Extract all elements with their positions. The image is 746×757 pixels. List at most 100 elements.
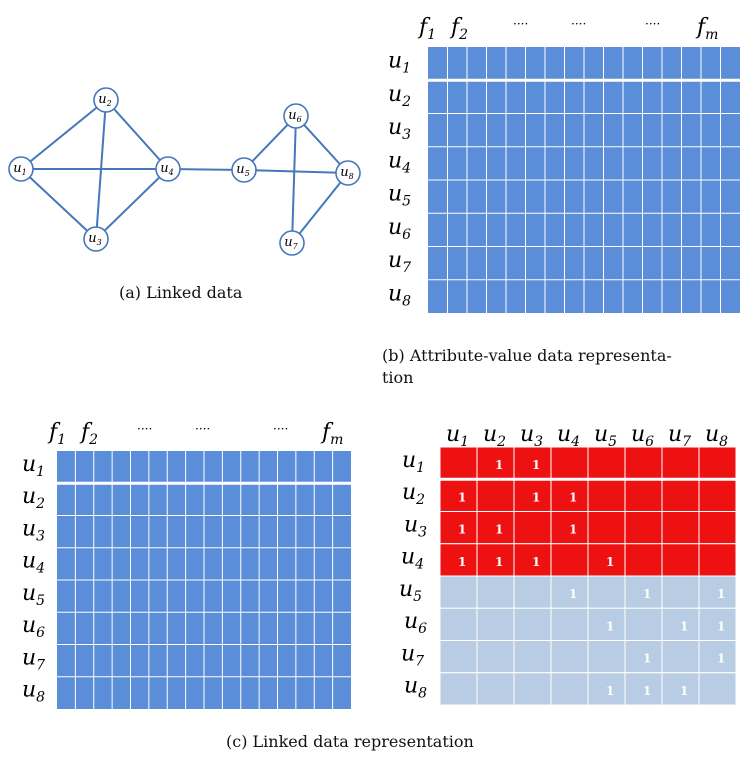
adjacency-cell (513, 640, 552, 674)
attr-row-label-5: u5 (388, 182, 411, 210)
adjacency-row-label-5: u5 (399, 577, 422, 605)
edge-u2-u3 (95, 99, 107, 240)
attribute-value-matrix: u1 u2 u3 u4 u5 u6 u7 u8 f1 f2 ···· ···· ···· fm (388, 15, 740, 313)
adjacency-cell (476, 607, 515, 641)
adjacency-cell (661, 640, 700, 674)
attr-feature-label-5: ···· (645, 17, 660, 31)
adjacency-cell (698, 446, 737, 480)
adjacency-cell-value: 1 (606, 619, 614, 633)
linked-attr-row-label-6: u6 (22, 613, 45, 641)
adjacency-cell (476, 640, 515, 674)
adjacency-cell-value: 1 (569, 523, 577, 537)
adjacency-cell (439, 478, 478, 512)
adjacency-cell-value: 1 (495, 555, 503, 569)
linked-attr-feature-label-1: f1 (47, 420, 66, 448)
edge-u1-u2 (20, 99, 107, 170)
adjacency-cell (624, 511, 663, 545)
adjacency-cell (624, 478, 663, 512)
attr-feature-label-4: ···· (571, 17, 586, 31)
adjacency-cell (698, 511, 737, 545)
caption-linked-data-representation: (c) Linked data representation (226, 732, 474, 751)
adjacency-cell (698, 478, 737, 512)
adjacency-cell (476, 511, 515, 545)
adjacency-col-label-7: u7 (668, 422, 691, 450)
adjacency-cell (439, 446, 478, 480)
adjacency-cell (513, 511, 552, 545)
adjacency-cell (698, 672, 737, 706)
linked-attr-row-label-8: u8 (22, 678, 45, 706)
adjacency-cell (698, 640, 737, 674)
attr-feature-label-1: f1 (417, 15, 436, 43)
node-u7 (279, 230, 305, 256)
adjacency-cell (587, 511, 626, 545)
adjacency-cell (661, 543, 700, 577)
adjacency-cell (624, 607, 663, 641)
linked-attr-row-label-2: u2 (22, 484, 45, 512)
attr-feature-label-6: fm (695, 15, 718, 43)
adjacency-row-label-6: u6 (404, 609, 427, 637)
adjacency-cell-value: 1 (569, 490, 577, 504)
adjacency-cell (661, 478, 700, 512)
adjacency-cell (476, 672, 515, 706)
node-u6 (283, 103, 309, 129)
adjacency-cell (476, 478, 515, 512)
adjacency-cell (476, 446, 515, 480)
adjacency-col-label-5: u5 (594, 422, 617, 450)
caption-attribute-value-line2: tion (382, 368, 414, 387)
adjacency-cell-value: 1 (717, 587, 725, 601)
adjacency-cell (587, 446, 626, 480)
attr-row-label-1: u1 (388, 49, 411, 77)
adjacency-cell (624, 575, 663, 609)
adjacency-cell (587, 575, 626, 609)
adjacency-matrix: 1 1 1 1 1 1 1 1 1 1 1 1 1 1 1 1 1 1 1 1 1 1 1 u1 u2 u3 u4 u5 u6 u7 u8 u… (399, 422, 737, 706)
attr-row-label-3: u3 (388, 115, 411, 143)
linked-attr-feature-label-6: fm (320, 420, 343, 448)
adjacency-cell-value: 1 (717, 652, 725, 666)
attr-row-label-4: u4 (388, 148, 411, 176)
adjacency-cell-value: 1 (532, 490, 540, 504)
adjacency-cell-value: 1 (680, 619, 688, 633)
adjacency-cell (439, 672, 478, 706)
adjacency-cell (476, 575, 515, 609)
adjacency-col-label-1: u1 (446, 422, 469, 450)
adjacency-cell (661, 511, 700, 545)
adjacency-cell-value: 1 (532, 458, 540, 472)
linked-attr-row-label-5: u5 (22, 581, 45, 609)
linked-attr-feature-label-4: ···· (195, 422, 210, 436)
adjacency-row-label-4: u4 (401, 545, 424, 573)
adjacency-cell (587, 478, 626, 512)
adjacency-cell (661, 672, 700, 706)
caption-attribute-value-line1: (b) Attribute-value data representa- (382, 346, 672, 365)
adjacency-col-label-6: u6 (631, 422, 654, 450)
adjacency-cell-value: 1 (606, 684, 614, 698)
adjacency-cell (587, 672, 626, 706)
adjacency-cell-value: 1 (643, 587, 651, 601)
linked-attr-feature-label-5: ···· (273, 422, 288, 436)
adjacency-col-label-4: u4 (557, 422, 580, 450)
adjacency-cell-value: 1 (680, 684, 688, 698)
adjacency-cell-value: 1 (717, 619, 725, 633)
adjacency-cell (550, 672, 589, 706)
adjacency-cell (624, 543, 663, 577)
adjacency-cell (439, 511, 478, 545)
adjacency-col-label-3: u3 (520, 422, 543, 450)
adjacency-cell (550, 446, 589, 480)
edge-u1-u3 (20, 168, 97, 240)
linked-attr-feature-label-2: f2 (79, 420, 98, 448)
attr-row-label-8: u8 (388, 281, 411, 309)
adjacency-cell-value: 1 (458, 490, 466, 504)
adjacency-cell (624, 672, 663, 706)
adjacency-cell (661, 446, 700, 480)
linked-attr-feature-label-3: ···· (137, 422, 152, 436)
linked-attr-row-label-4: u4 (22, 549, 45, 577)
adjacency-cell (439, 607, 478, 641)
adjacency-cell-value: 1 (495, 523, 503, 537)
adjacency-cell-value: 1 (606, 555, 614, 569)
adjacency-cell (698, 543, 737, 577)
adjacency-cell (513, 607, 552, 641)
edge-u2-u4 (105, 99, 169, 170)
node-u5 (231, 157, 257, 183)
adjacency-cell (587, 640, 626, 674)
adjacency-cell (550, 640, 589, 674)
linked-attr-row-label-1: u1 (22, 452, 45, 480)
